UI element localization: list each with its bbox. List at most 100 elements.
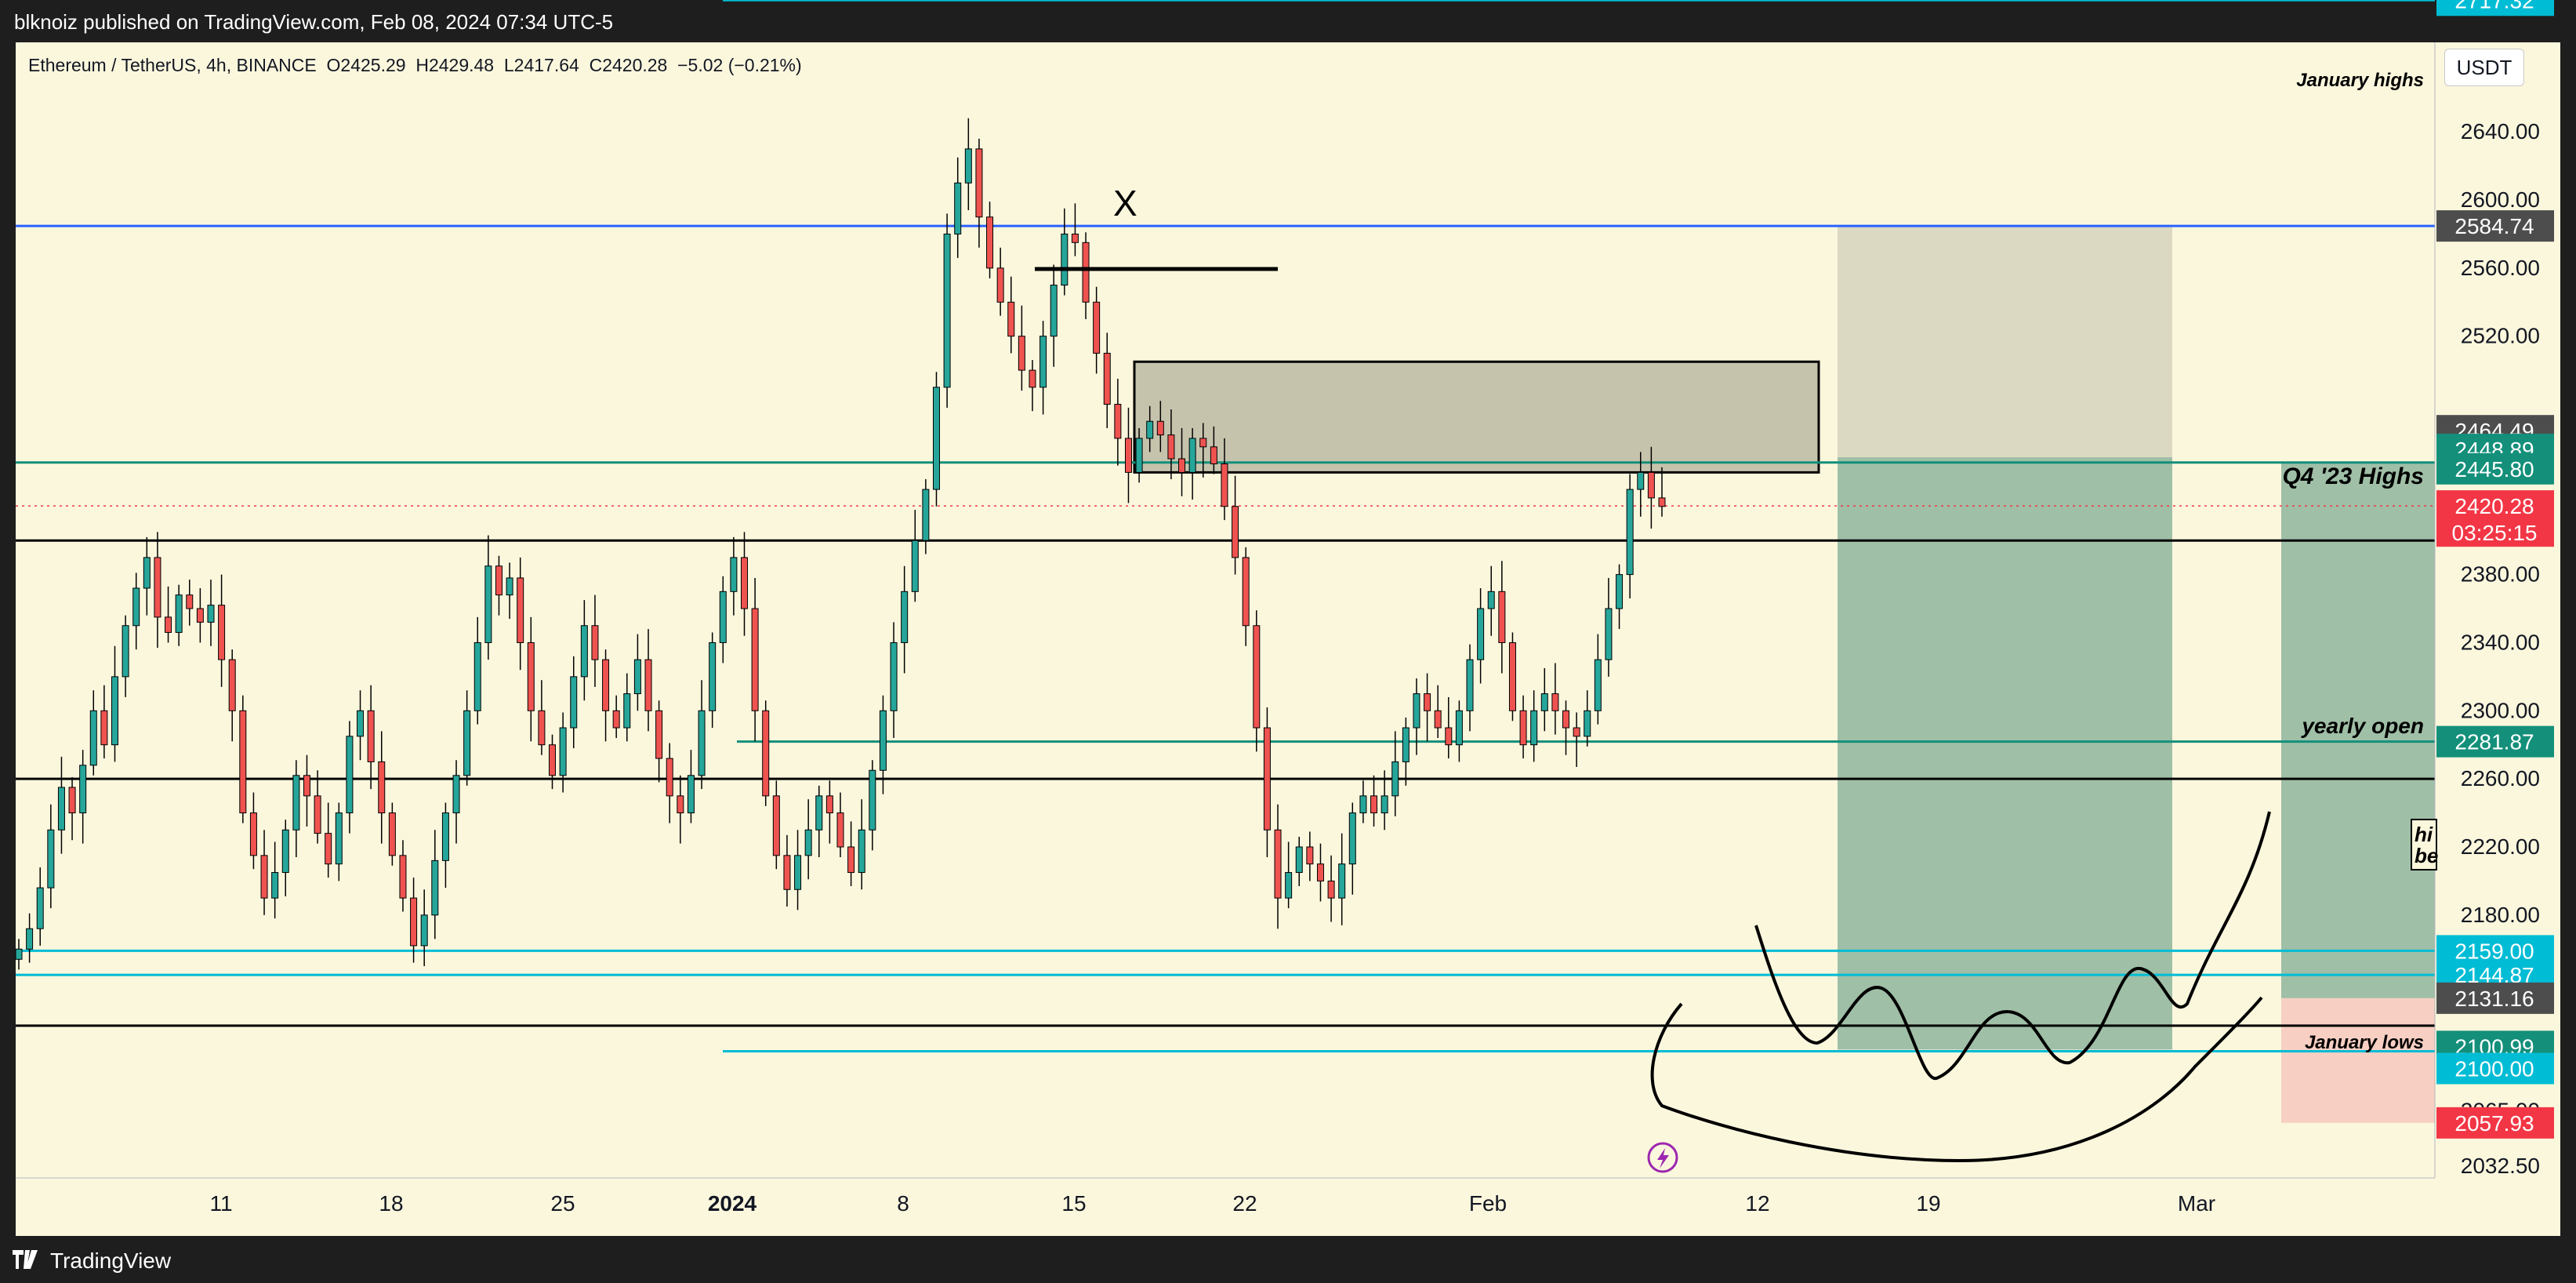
price-tag-11: [2436, 1052, 2554, 1085]
candle-body-42: [463, 710, 471, 776]
candle-body-19: [218, 605, 226, 660]
candle-body-63: [687, 775, 695, 814]
currency-button[interactable]: USDT: [2444, 49, 2524, 86]
candle-body-85: [922, 489, 930, 541]
price-tag-label-5: 2420.28: [2454, 494, 2534, 518]
x-mark: X: [1113, 183, 1137, 224]
candle-body-130: [1402, 727, 1410, 762]
candle-body-23: [260, 855, 268, 899]
x-tick-label-2: 25: [550, 1191, 575, 1216]
price-tag-label-6: 2281.87: [2454, 730, 2534, 754]
candle-body-69: [751, 608, 759, 711]
candle-body-71: [772, 795, 780, 856]
candle-body-154: [1658, 497, 1666, 507]
candle-body-61: [666, 758, 673, 797]
candle-body-44: [484, 565, 492, 643]
x-tick-label-10: Mar: [2178, 1191, 2215, 1216]
candle-body-131: [1413, 693, 1420, 729]
candle-body-142: [1530, 710, 1538, 746]
y-tick-label-5: 2340.00: [2461, 630, 2540, 654]
candle-body-101: [1093, 301, 1101, 354]
candle-body-124: [1338, 863, 1346, 899]
zones-layer: [1133, 226, 2435, 1123]
x-tick-label-9: 19: [1916, 1191, 1940, 1216]
publisher-text: blknoiz published on TradingView.com, Fe…: [14, 10, 614, 34]
right-target-zone: [2281, 462, 2435, 998]
candle-body-105: [1135, 438, 1143, 473]
x-tick-label-0: 11: [209, 1191, 232, 1216]
lightning-icon-circle: [1647, 1142, 1678, 1173]
candle-body-102: [1103, 352, 1111, 405]
candle-body-149: [1605, 608, 1613, 660]
candle-body-83: [901, 591, 909, 643]
drawings-layer: X: [1035, 183, 2271, 1173]
price-tag-5: [2436, 490, 2554, 547]
candle-body-2: [36, 887, 44, 929]
candle-body-25: [281, 829, 289, 874]
candle-body-115: [1242, 557, 1250, 627]
y-tick-label-0: 2640.00: [2461, 119, 2540, 144]
candle-body-84: [911, 540, 919, 592]
candle-body-9: [111, 676, 118, 746]
candle-body-77: [836, 812, 844, 848]
candle-body-153: [1647, 471, 1655, 499]
candle-body-66: [719, 591, 727, 643]
candle-body-99: [1071, 233, 1079, 243]
price-tag-label-4: 2445.80: [2454, 457, 2534, 482]
candle-body-28: [314, 795, 321, 834]
candle-body-75: [815, 795, 823, 830]
footer-brand: TradingView: [50, 1248, 172, 1273]
candle-body-57: [623, 693, 631, 729]
legend-low: L2417.64: [503, 55, 579, 75]
candle-body-72: [783, 855, 791, 890]
hand-drawn-path: [1754, 811, 2271, 1080]
y-tick-label-4: 2380.00: [2461, 562, 2540, 587]
y-tick-label-1: 2600.00: [2461, 187, 2540, 212]
candle-body-40: [441, 812, 449, 861]
january-lows-label: January lows: [2305, 1032, 2424, 1053]
candle-body-30: [335, 812, 343, 865]
price-tag-12: [2436, 1107, 2554, 1139]
candle-body-91: [986, 216, 994, 269]
candle-body-150: [1616, 574, 1624, 609]
x-tick-label-6: 22: [1232, 1191, 1257, 1216]
candle-body-96: [1039, 336, 1047, 388]
candle-body-29: [325, 833, 332, 865]
candle-body-103: [1114, 404, 1122, 439]
x-tick-label-1: 18: [379, 1191, 403, 1216]
candle-body-53: [580, 625, 588, 678]
axis-layer: 11 18 25 2024 8 15 22 Feb 12 19 Mar2640.002600.002…: [16, 42, 2540, 1236]
legend-open: O2425.29: [326, 55, 406, 75]
candle-body-80: [869, 769, 876, 830]
cut-label-1: hi: [2415, 823, 2433, 846]
yearly-open-label: yearly open: [2300, 714, 2424, 738]
candle-body-98: [1061, 233, 1068, 286]
candle-body-135: [1455, 710, 1463, 746]
candle-body-136: [1466, 659, 1474, 711]
right-frame: [2560, 42, 2576, 1236]
left-frame: [0, 42, 16, 1236]
candle-body-67: [730, 557, 738, 592]
candle-body-97: [1050, 285, 1058, 337]
candle-body-104: [1124, 438, 1132, 473]
y-tick-label-9: 2180.00: [2461, 903, 2540, 927]
candle-body-90: [975, 148, 983, 218]
candles-layer: [15, 118, 1666, 970]
candle-body-35: [388, 812, 396, 856]
legend-symbol: Ethereum / TetherUS, 4h, BINANCE: [28, 55, 317, 75]
candle-body-109: [1178, 458, 1186, 473]
price-tags-layer: 2717.322584.742464.492448.892445.802420.…: [2436, 0, 2554, 1139]
candle-body-93: [1007, 301, 1015, 337]
x-tick-label-5: 15: [1061, 1191, 1086, 1216]
candle-body-118: [1274, 829, 1282, 899]
y-tick-label-6: 2300.00: [2461, 698, 2540, 722]
candle-body-144: [1551, 693, 1559, 711]
candle-body-79: [858, 829, 865, 874]
price-tag-9: [2436, 982, 2554, 1014]
candle-body-16: [186, 594, 194, 609]
candle-body-34: [378, 761, 386, 814]
candle-body-152: [1637, 471, 1645, 490]
candle-body-38: [420, 914, 428, 947]
candle-body-27: [303, 775, 310, 797]
